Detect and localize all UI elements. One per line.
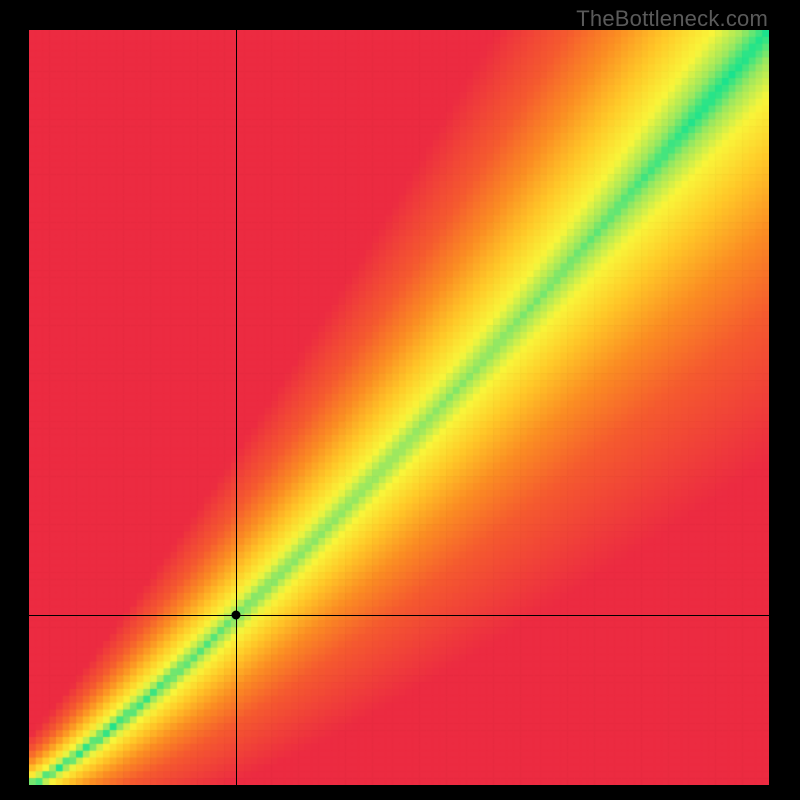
plot-area xyxy=(29,30,769,785)
crosshair-marker xyxy=(232,611,241,620)
chart-container: TheBottleneck.com xyxy=(0,0,800,800)
crosshair-horizontal xyxy=(29,615,769,616)
watermark-text: TheBottleneck.com xyxy=(576,6,768,32)
crosshair-vertical xyxy=(236,30,237,785)
heatmap-canvas xyxy=(29,30,769,785)
